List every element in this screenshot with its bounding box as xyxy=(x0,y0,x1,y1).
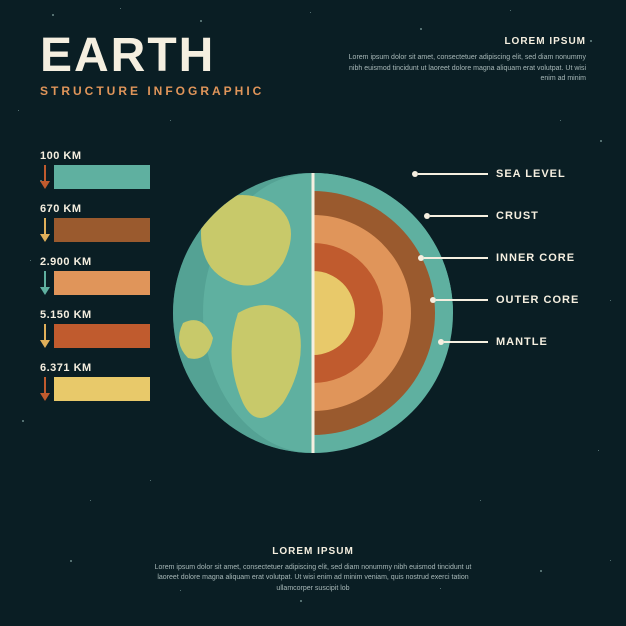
star xyxy=(300,600,302,602)
star xyxy=(22,420,24,422)
depth-row: 2.900 KM xyxy=(40,256,150,295)
depth-bar xyxy=(40,271,150,295)
depth-swatch xyxy=(54,324,150,348)
layer-name: CRUST xyxy=(496,210,586,222)
star xyxy=(540,570,542,572)
star xyxy=(70,560,72,562)
depth-row: 6.371 KM xyxy=(40,362,150,401)
bottom-block: LOREM IPSUM Lorem ipsum dolor sit amet, … xyxy=(143,546,483,595)
star xyxy=(18,110,19,111)
star xyxy=(480,500,481,501)
layer-name: SEA LEVEL xyxy=(496,168,586,180)
depth-bar xyxy=(40,165,150,189)
star xyxy=(310,12,311,13)
title-sub: STRUCTURE INFOGRAPHIC xyxy=(40,84,264,98)
top-right-heading: LOREM IPSUM xyxy=(336,36,586,47)
down-arrow-icon xyxy=(40,324,50,348)
star xyxy=(120,8,121,9)
layer-row: INNER CORE xyxy=(418,252,586,264)
depth-label: 5.150 KM xyxy=(40,309,150,321)
down-arrow-icon xyxy=(40,271,50,295)
star xyxy=(598,450,599,451)
down-arrow-icon xyxy=(40,377,50,401)
top-right-body: Lorem ipsum dolor sit amet, consectetuer… xyxy=(336,53,586,85)
star xyxy=(150,480,151,481)
down-arrow-icon xyxy=(40,218,50,242)
star xyxy=(30,260,31,261)
depth-bar xyxy=(40,324,150,348)
leader-line xyxy=(430,215,488,217)
depth-swatch xyxy=(54,271,150,295)
layer-row: SEA LEVEL xyxy=(418,168,586,180)
layer-name: INNER CORE xyxy=(496,252,586,264)
layer-row: MANTLE xyxy=(418,336,586,348)
top-right-block: LOREM IPSUM Lorem ipsum dolor sit amet, … xyxy=(336,36,586,85)
star xyxy=(610,300,611,301)
leader-line xyxy=(418,173,488,175)
depth-label: 100 KM xyxy=(40,150,150,162)
depth-legend: 100 KM 670 KM 2.900 KM 5.150 KM 6.371 KM xyxy=(40,150,150,415)
down-arrow-icon xyxy=(40,165,50,189)
depth-label: 6.371 KM xyxy=(40,362,150,374)
earth-diagram xyxy=(173,173,453,453)
layer-labels: SEA LEVEL CRUST INNER CORE OUTER CORE MA… xyxy=(418,168,586,378)
depth-row: 5.150 KM xyxy=(40,309,150,348)
leader-line xyxy=(436,299,488,301)
bottom-body: Lorem ipsum dolor sit amet, consectetuer… xyxy=(143,563,483,595)
star xyxy=(590,40,592,42)
depth-bar xyxy=(40,377,150,401)
star xyxy=(510,10,511,11)
title-main: EARTH xyxy=(40,32,264,80)
depth-bar xyxy=(40,218,150,242)
bottom-heading: LOREM IPSUM xyxy=(143,546,483,557)
depth-label: 2.900 KM xyxy=(40,256,150,268)
star xyxy=(200,20,202,22)
depth-row: 100 KM xyxy=(40,150,150,189)
layer-name: OUTER CORE xyxy=(496,294,586,306)
star xyxy=(420,28,422,30)
depth-swatch xyxy=(54,377,150,401)
depth-row: 670 KM xyxy=(40,203,150,242)
star xyxy=(52,14,54,16)
star xyxy=(90,500,91,501)
star xyxy=(560,120,561,121)
layer-row: OUTER CORE xyxy=(418,294,586,306)
star xyxy=(600,140,602,142)
depth-label: 670 KM xyxy=(40,203,150,215)
leader-line xyxy=(444,341,488,343)
depth-swatch xyxy=(54,218,150,242)
layer-name: MANTLE xyxy=(496,336,586,348)
depth-swatch xyxy=(54,165,150,189)
star xyxy=(610,560,611,561)
layer-row: CRUST xyxy=(418,210,586,222)
leader-line xyxy=(424,257,488,259)
title-block: EARTH STRUCTURE INFOGRAPHIC xyxy=(40,32,264,98)
star xyxy=(170,120,171,121)
